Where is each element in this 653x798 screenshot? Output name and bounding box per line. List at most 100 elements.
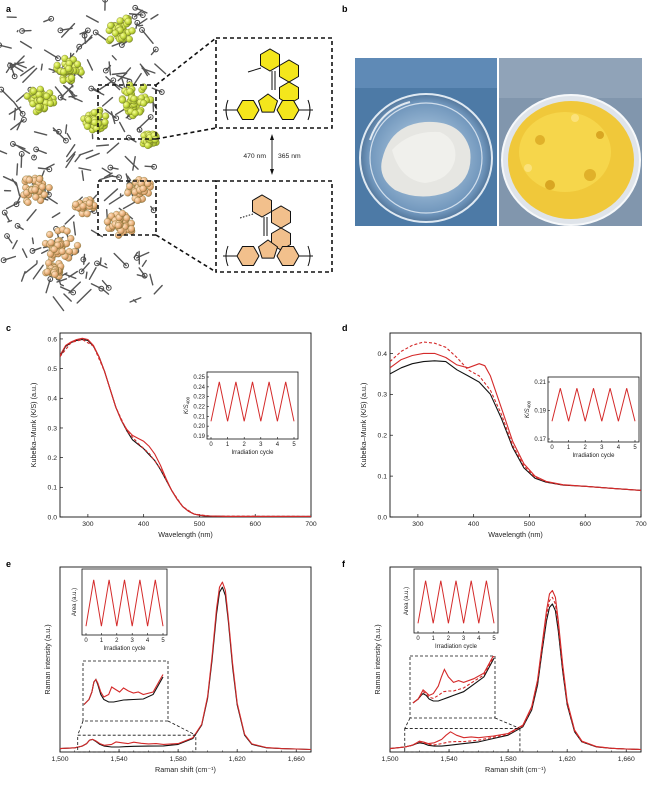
framework-bond — [35, 132, 47, 135]
chart-d-ytick-label: 0.2 — [378, 433, 388, 440]
atom-sphere — [124, 189, 131, 196]
framework-bond — [145, 166, 154, 167]
chart-d-inset-xtick-label: 3 — [600, 445, 604, 451]
chart-f-inset-ylabel: Area (a.u.) — [404, 587, 410, 615]
atom-sphere — [64, 228, 71, 235]
atom-sphere — [32, 186, 39, 193]
chart-f-xtick-label: 1,500 — [381, 756, 398, 763]
chart-d-xtick-label: 400 — [468, 521, 480, 528]
atom-sphere — [37, 97, 44, 104]
chart-f-xtick-label: 1,540 — [441, 756, 458, 763]
chart-f-inset-xtick-label: 4 — [477, 636, 481, 642]
atom-sphere — [60, 77, 67, 84]
framework-bond — [79, 168, 91, 170]
chart-d-inset-ytick-label: 0.17 — [534, 437, 546, 443]
chart-d-xtick-label: 700 — [635, 521, 647, 528]
atom-sphere — [107, 36, 114, 43]
framework-bond — [124, 202, 135, 208]
chart-f-xtick-label: 1,580 — [500, 756, 517, 763]
framework-bond — [88, 60, 93, 70]
ring-hexagon — [277, 247, 299, 266]
panel-d-label: d — [342, 323, 348, 333]
chart-d-xtick-label: 300 — [412, 521, 424, 528]
framework-bond — [8, 221, 12, 222]
chart-c-inset-xtick-label: 3 — [259, 442, 263, 448]
atom-sphere — [102, 119, 109, 126]
chart-d-ytick-label: 0.1 — [378, 474, 388, 481]
atom-sphere — [46, 184, 53, 191]
atom-sphere — [36, 176, 43, 183]
framework-bond — [64, 294, 71, 301]
framework-bond — [85, 36, 86, 44]
chart-c-inset-xtick-label: 4 — [276, 442, 280, 448]
atom-sphere — [65, 65, 72, 72]
chart-e-xtick-label: 1,580 — [170, 756, 187, 763]
panel-b-label: b — [342, 4, 348, 14]
atom-sphere — [54, 62, 61, 69]
framework-bond — [140, 64, 149, 74]
chart-c-inset-xtick-label: 1 — [226, 442, 230, 448]
framework-bond — [86, 153, 99, 158]
framework-bond — [104, 189, 117, 201]
framework-bond — [103, 98, 113, 106]
atom-sphere — [140, 100, 147, 107]
chart-e-inset-xtick-label: 0 — [84, 638, 88, 644]
chart-c-inset-ytick-label: 0.25 — [193, 375, 205, 381]
chart-e-inset-frame — [82, 569, 167, 635]
methyl-bond — [240, 214, 253, 218]
chart-d-ylabel: Kubelka–Munk (K/S) (a.u.) — [359, 383, 368, 468]
framework-bond — [154, 285, 162, 293]
atom-sphere — [59, 248, 66, 255]
framework-bond — [79, 150, 92, 155]
chart-f-xtick-label: 1,660 — [618, 756, 635, 763]
chart-c-inset-ytick-label: 0.21 — [193, 414, 205, 420]
atom-sphere — [119, 97, 126, 104]
chart-c-inset-xtick-label: 5 — [292, 442, 296, 448]
chart-c-inset-xlabel: Irradiation cycle — [231, 450, 274, 456]
atom-sphere — [35, 104, 42, 111]
atom-sphere — [84, 210, 91, 217]
chart-c-ytick-label: 0.5 — [48, 366, 58, 373]
chart-e-inset-xlabel: Irradiation cycle — [103, 646, 146, 652]
photo-white-powder — [355, 58, 497, 226]
atom-sphere — [85, 117, 92, 124]
ring-hexagon — [261, 49, 280, 71]
ring-hexagon — [253, 195, 272, 217]
framework-bond — [109, 195, 123, 204]
chart-c-inset-ytick-label: 0.20 — [193, 424, 205, 430]
atom-sphere — [47, 100, 54, 107]
framework-bond — [0, 149, 7, 153]
atom-sphere — [72, 201, 79, 208]
chart-c-ytick-label: 0.6 — [48, 336, 58, 343]
chart-d-ytick-label: 0.4 — [378, 351, 388, 358]
chart-f-zoom-box — [410, 656, 495, 718]
framework-bond — [65, 215, 74, 224]
framework-bond — [125, 157, 138, 170]
panel-c-label: c — [6, 323, 11, 333]
framework-bond — [67, 88, 75, 99]
atom-sphere — [86, 200, 93, 207]
atom-sphere — [30, 88, 37, 95]
chart-c-xtick-label: 500 — [194, 521, 206, 528]
framework-bond — [4, 177, 16, 183]
chart-d-ytick-label: 0.3 — [378, 392, 388, 399]
chart-e-inset-xtick-label: 4 — [146, 638, 150, 644]
chart-c-xtick-label: 400 — [138, 521, 150, 528]
arrow-label-365: 365 nm — [278, 153, 301, 160]
framework-bond — [61, 285, 63, 286]
chart-c-xlabel: Wavelength (nm) — [158, 530, 212, 539]
atom-sphere — [129, 27, 136, 34]
arrow-label-470: 470 nm — [243, 153, 266, 160]
ring-hexagon — [280, 60, 299, 82]
methyl-bond — [248, 68, 261, 72]
panel-e-label: e — [6, 559, 11, 569]
framework-bond — [83, 259, 85, 260]
chart-d-inset-ytick-label: 0.19 — [534, 409, 546, 415]
chart-d-inset-xlabel: Irradiation cycle — [572, 453, 615, 459]
framework-bond — [13, 241, 17, 249]
atom-sphere — [51, 246, 58, 253]
chart-f-ylabel: Raman intensity (a.u.) — [373, 624, 382, 694]
chart-d-inset-ylabel: K/S400 — [525, 400, 532, 418]
